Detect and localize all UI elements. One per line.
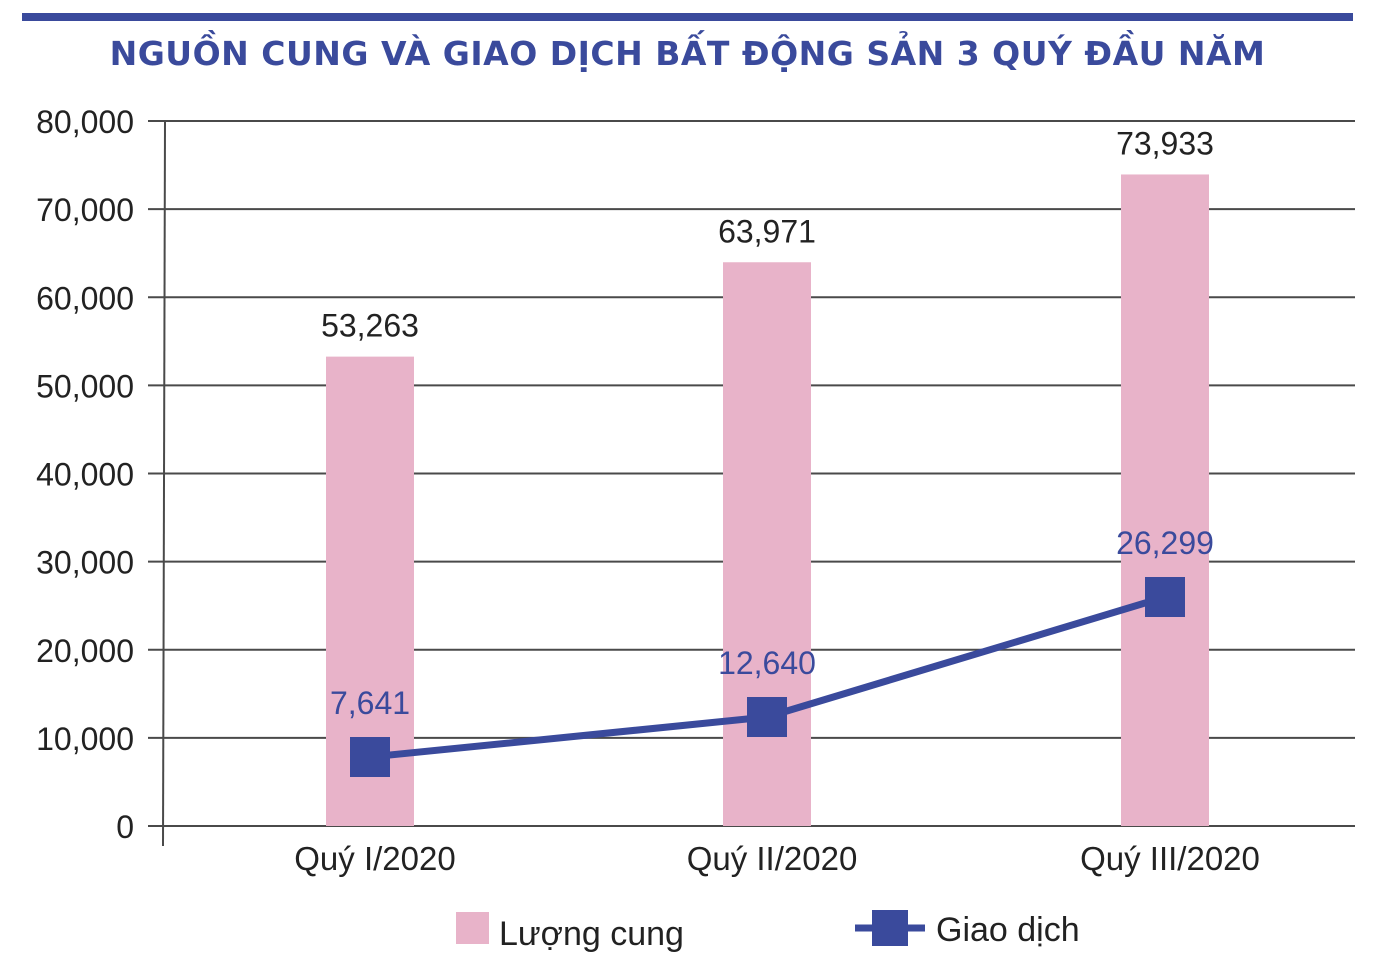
x-category-label: Quý III/2020: [1080, 840, 1260, 877]
y-tick-label: 60,000: [36, 280, 134, 316]
bar-value-label: 63,971: [718, 213, 816, 249]
bar-value-label: 73,933: [1116, 125, 1214, 161]
y-tick-label: 50,000: [36, 368, 134, 404]
y-axis: [162, 120, 166, 847]
legend-label-luong-cung: Lượng cung: [499, 915, 684, 953]
line-value-label: 26,299: [1116, 525, 1214, 561]
chart-title: NGUỒN CUNG VÀ GIAO DỊCH BẤT ĐỘNG SẢN 3 Q…: [109, 34, 1266, 73]
y-tick-label: 10,000: [36, 721, 134, 757]
line-marker-giao-dich: [1145, 577, 1185, 617]
bar-luong-cung: [723, 262, 811, 826]
y-tick-label: 70,000: [36, 192, 134, 228]
legend-marker-giao-dich: [872, 910, 908, 946]
line-value-label: 12,640: [718, 645, 816, 681]
y-tick-label: 30,000: [36, 545, 134, 581]
y-tick-label: 80,000: [36, 104, 134, 140]
legend-swatch-luong-cung: [456, 912, 489, 944]
y-tick-label: 0: [116, 809, 134, 845]
bar-value-label: 53,263: [321, 308, 419, 344]
legend-label-giao-dich: Giao dịch: [936, 911, 1080, 949]
x-category-label: Quý I/2020: [294, 840, 455, 877]
line-marker-giao-dich: [747, 697, 787, 737]
x-category-label: Quý II/2020: [687, 840, 858, 877]
y-tick-label: 20,000: [36, 633, 134, 669]
y-tick-label: 40,000: [36, 457, 134, 493]
bar-luong-cung: [1121, 174, 1209, 826]
line-marker-giao-dich: [350, 737, 390, 777]
title-rule: [22, 13, 1353, 21]
line-value-label: 7,641: [330, 685, 410, 721]
